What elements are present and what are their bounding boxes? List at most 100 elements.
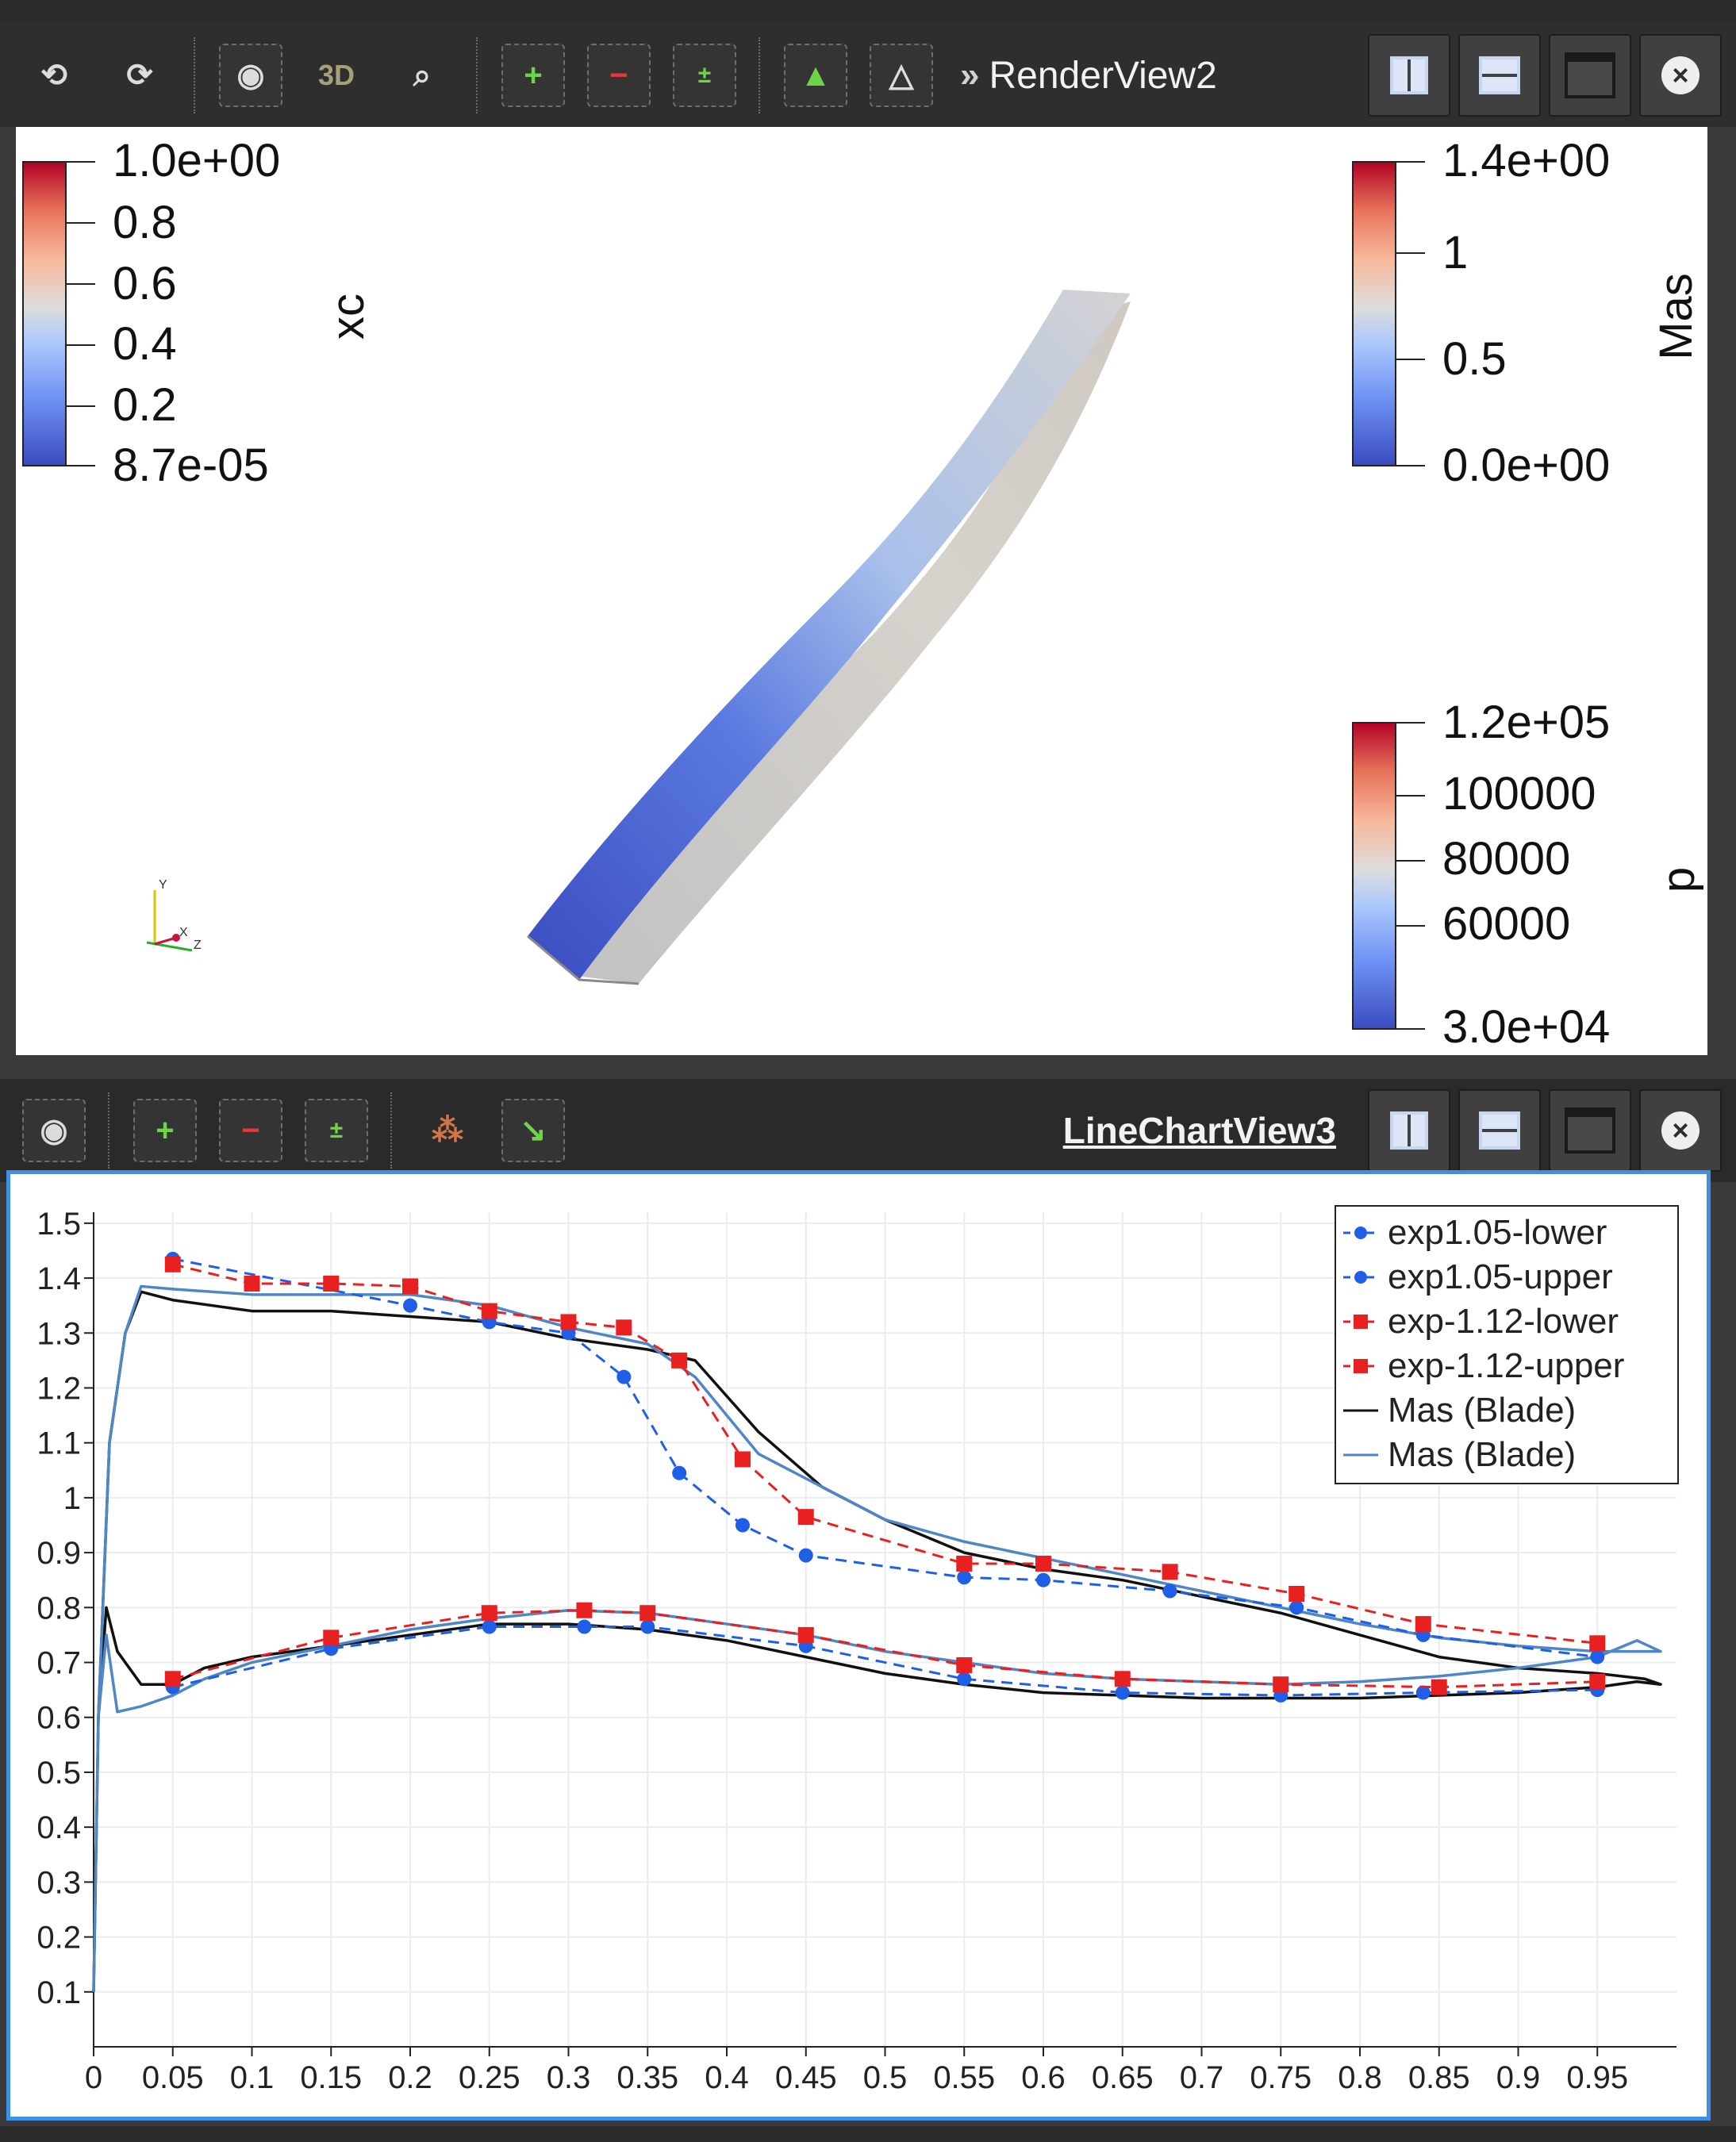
more-tools-chevron-icon[interactable]: » bbox=[960, 56, 980, 94]
render-view[interactable]: 1.0e+00 0.8 0.6 0.4 0.2 8.7e-05 xc 1.4e+… bbox=[16, 127, 1707, 1055]
data-point-marker bbox=[797, 1626, 814, 1643]
colorbar-tick bbox=[1396, 795, 1425, 797]
data-point-marker bbox=[735, 1518, 750, 1533]
data-point-marker bbox=[672, 1465, 687, 1480]
x-tick-label: 0.85 bbox=[1408, 2060, 1470, 2095]
colorbar-tick bbox=[67, 344, 95, 346]
colorbar-label: 3.0e+04 bbox=[1442, 1001, 1611, 1053]
reset-camera-icon[interactable]: ⟲ bbox=[40, 58, 67, 93]
data-point-marker bbox=[1114, 1671, 1131, 1687]
data-point-marker bbox=[671, 1352, 688, 1368]
colorbar-tick bbox=[67, 405, 95, 407]
x-tick-label: 0.65 bbox=[1092, 2060, 1154, 2095]
select-icon[interactable]: + bbox=[133, 1099, 197, 1162]
p-colorbar bbox=[1352, 722, 1396, 1030]
colorbar-tick bbox=[1396, 465, 1425, 466]
subtract-selection-icon[interactable]: − bbox=[219, 1099, 282, 1162]
legend-entry-label: exp-1.12-upper bbox=[1388, 1346, 1624, 1385]
x-tick-label: 0.9 bbox=[1496, 2060, 1541, 2095]
x-axis-dot bbox=[172, 934, 180, 942]
colorbar-label: 1.2e+05 bbox=[1442, 697, 1611, 748]
select-cells-icon[interactable]: + bbox=[501, 44, 565, 107]
data-point-marker bbox=[164, 1256, 181, 1273]
screenshot-icon[interactable]: ◉ bbox=[22, 1099, 86, 1162]
colorbar-tick bbox=[67, 283, 95, 285]
data-point-marker bbox=[576, 1602, 593, 1618]
colorbar-label: 80000 bbox=[1442, 833, 1571, 885]
colorbar-tick bbox=[1396, 925, 1425, 927]
toolbar-separator bbox=[194, 37, 197, 113]
data-point-marker bbox=[481, 1303, 497, 1319]
toggle-selection-icon[interactable]: ± bbox=[673, 44, 736, 107]
y-tick-label: 0.3 bbox=[36, 1865, 81, 1900]
data-point-marker bbox=[1289, 1600, 1304, 1615]
toggle-selection-icon[interactable]: ± bbox=[305, 1099, 368, 1162]
legend-entry-label: exp-1.12-lower bbox=[1388, 1302, 1619, 1341]
data-point-marker bbox=[1590, 1649, 1605, 1664]
data-point-marker bbox=[640, 1619, 655, 1634]
3d-toggle-button[interactable]: 3D bbox=[317, 59, 355, 91]
toolbar-separator bbox=[759, 37, 762, 113]
redo-camera-icon[interactable]: ⟳ bbox=[126, 58, 153, 93]
select-points-icon[interactable]: ▲ bbox=[784, 44, 847, 107]
close-view-button[interactable]: × bbox=[1639, 1089, 1722, 1172]
orientation-axes: Y X Z bbox=[146, 878, 202, 952]
data-point-marker bbox=[956, 1555, 973, 1572]
y-tick-label: 0.5 bbox=[36, 1756, 81, 1791]
maximize-button[interactable] bbox=[1549, 1089, 1631, 1172]
render-view-title: RenderView2 bbox=[989, 54, 1217, 97]
split-vertical-icon bbox=[1479, 1111, 1520, 1150]
zoom-to-box-icon[interactable]: ⌕ bbox=[413, 57, 432, 93]
colorbar-tick bbox=[67, 161, 95, 163]
select-points-icon[interactable]: ⁂ bbox=[432, 1113, 463, 1148]
data-point-marker bbox=[1589, 1673, 1606, 1690]
z-axis-line bbox=[146, 941, 193, 952]
data-point-marker bbox=[244, 1275, 260, 1292]
z-axis-label: Z bbox=[194, 939, 202, 952]
window-bottom-strip bbox=[0, 2126, 1736, 2142]
y-tick-label: 1.5 bbox=[36, 1207, 81, 1242]
colorbar-label: 100000 bbox=[1442, 768, 1596, 820]
chart-view-title[interactable]: LineChartView3 bbox=[1062, 1110, 1336, 1151]
blade-model[interactable] bbox=[16, 127, 1707, 1055]
split-vertical-button[interactable] bbox=[1458, 1089, 1541, 1172]
interactive-select-icon[interactable]: ↘ bbox=[501, 1099, 565, 1162]
data-point-marker bbox=[403, 1298, 417, 1313]
split-horizontal-button[interactable] bbox=[1368, 1089, 1450, 1172]
chart-legend bbox=[1335, 1205, 1679, 1484]
colorbar-tick bbox=[1396, 1028, 1425, 1030]
split-vertical-button[interactable] bbox=[1458, 34, 1541, 117]
x-tick-label: 0.15 bbox=[300, 2060, 362, 2095]
colorbar-label: 1.0e+00 bbox=[113, 135, 281, 186]
line-chart[interactable]: 0 0.05 0.1 0.15 0.2 0.25 0.3 0.35 0.4 0.45 0.5 0.55… bbox=[10, 1174, 1707, 2117]
colorbar-tick bbox=[1396, 722, 1425, 724]
close-view-button[interactable]: × bbox=[1639, 34, 1722, 117]
y-tick-label: 1.2 bbox=[36, 1371, 81, 1406]
x-tick-label: 0.2 bbox=[388, 2060, 432, 2095]
data-point-marker bbox=[797, 1509, 814, 1526]
colorbar-label: 0.4 bbox=[113, 318, 177, 370]
legend-entry-label: exp1.05-upper bbox=[1388, 1257, 1613, 1296]
maximize-button[interactable] bbox=[1549, 34, 1631, 117]
x-tick-label: 0.45 bbox=[775, 2060, 837, 2095]
y-tick-label: 1 bbox=[63, 1481, 81, 1516]
screenshot-icon[interactable]: ◉ bbox=[219, 44, 282, 107]
data-point-marker bbox=[957, 1570, 972, 1585]
series-line bbox=[172, 1257, 1598, 1659]
y-axis-label: Y bbox=[159, 878, 167, 892]
x-tick-label: 0.3 bbox=[547, 2060, 591, 2095]
subtract-selection-icon[interactable]: − bbox=[587, 44, 651, 107]
x-axis-label: X bbox=[179, 926, 188, 939]
colorbar-label: 0.6 bbox=[113, 258, 177, 309]
data-point-marker bbox=[164, 1671, 181, 1687]
split-horizontal-button[interactable] bbox=[1368, 34, 1450, 117]
colorbar-label: 0.0e+00 bbox=[1442, 440, 1611, 491]
legend-entry-label: Mas (Blade) bbox=[1388, 1391, 1576, 1430]
x-tick-label: 0.5 bbox=[863, 2060, 908, 2095]
interactive-select-icon[interactable]: △ bbox=[870, 44, 933, 107]
y-tick-label: 0.9 bbox=[36, 1536, 81, 1571]
data-point-marker bbox=[1273, 1676, 1289, 1693]
line-chart-view[interactable]: 0 0.05 0.1 0.15 0.2 0.25 0.3 0.35 0.4 0.45 0.5 0.55… bbox=[6, 1170, 1711, 2121]
data-point-marker bbox=[1036, 1572, 1050, 1587]
split-vertical-icon bbox=[1479, 56, 1520, 94]
